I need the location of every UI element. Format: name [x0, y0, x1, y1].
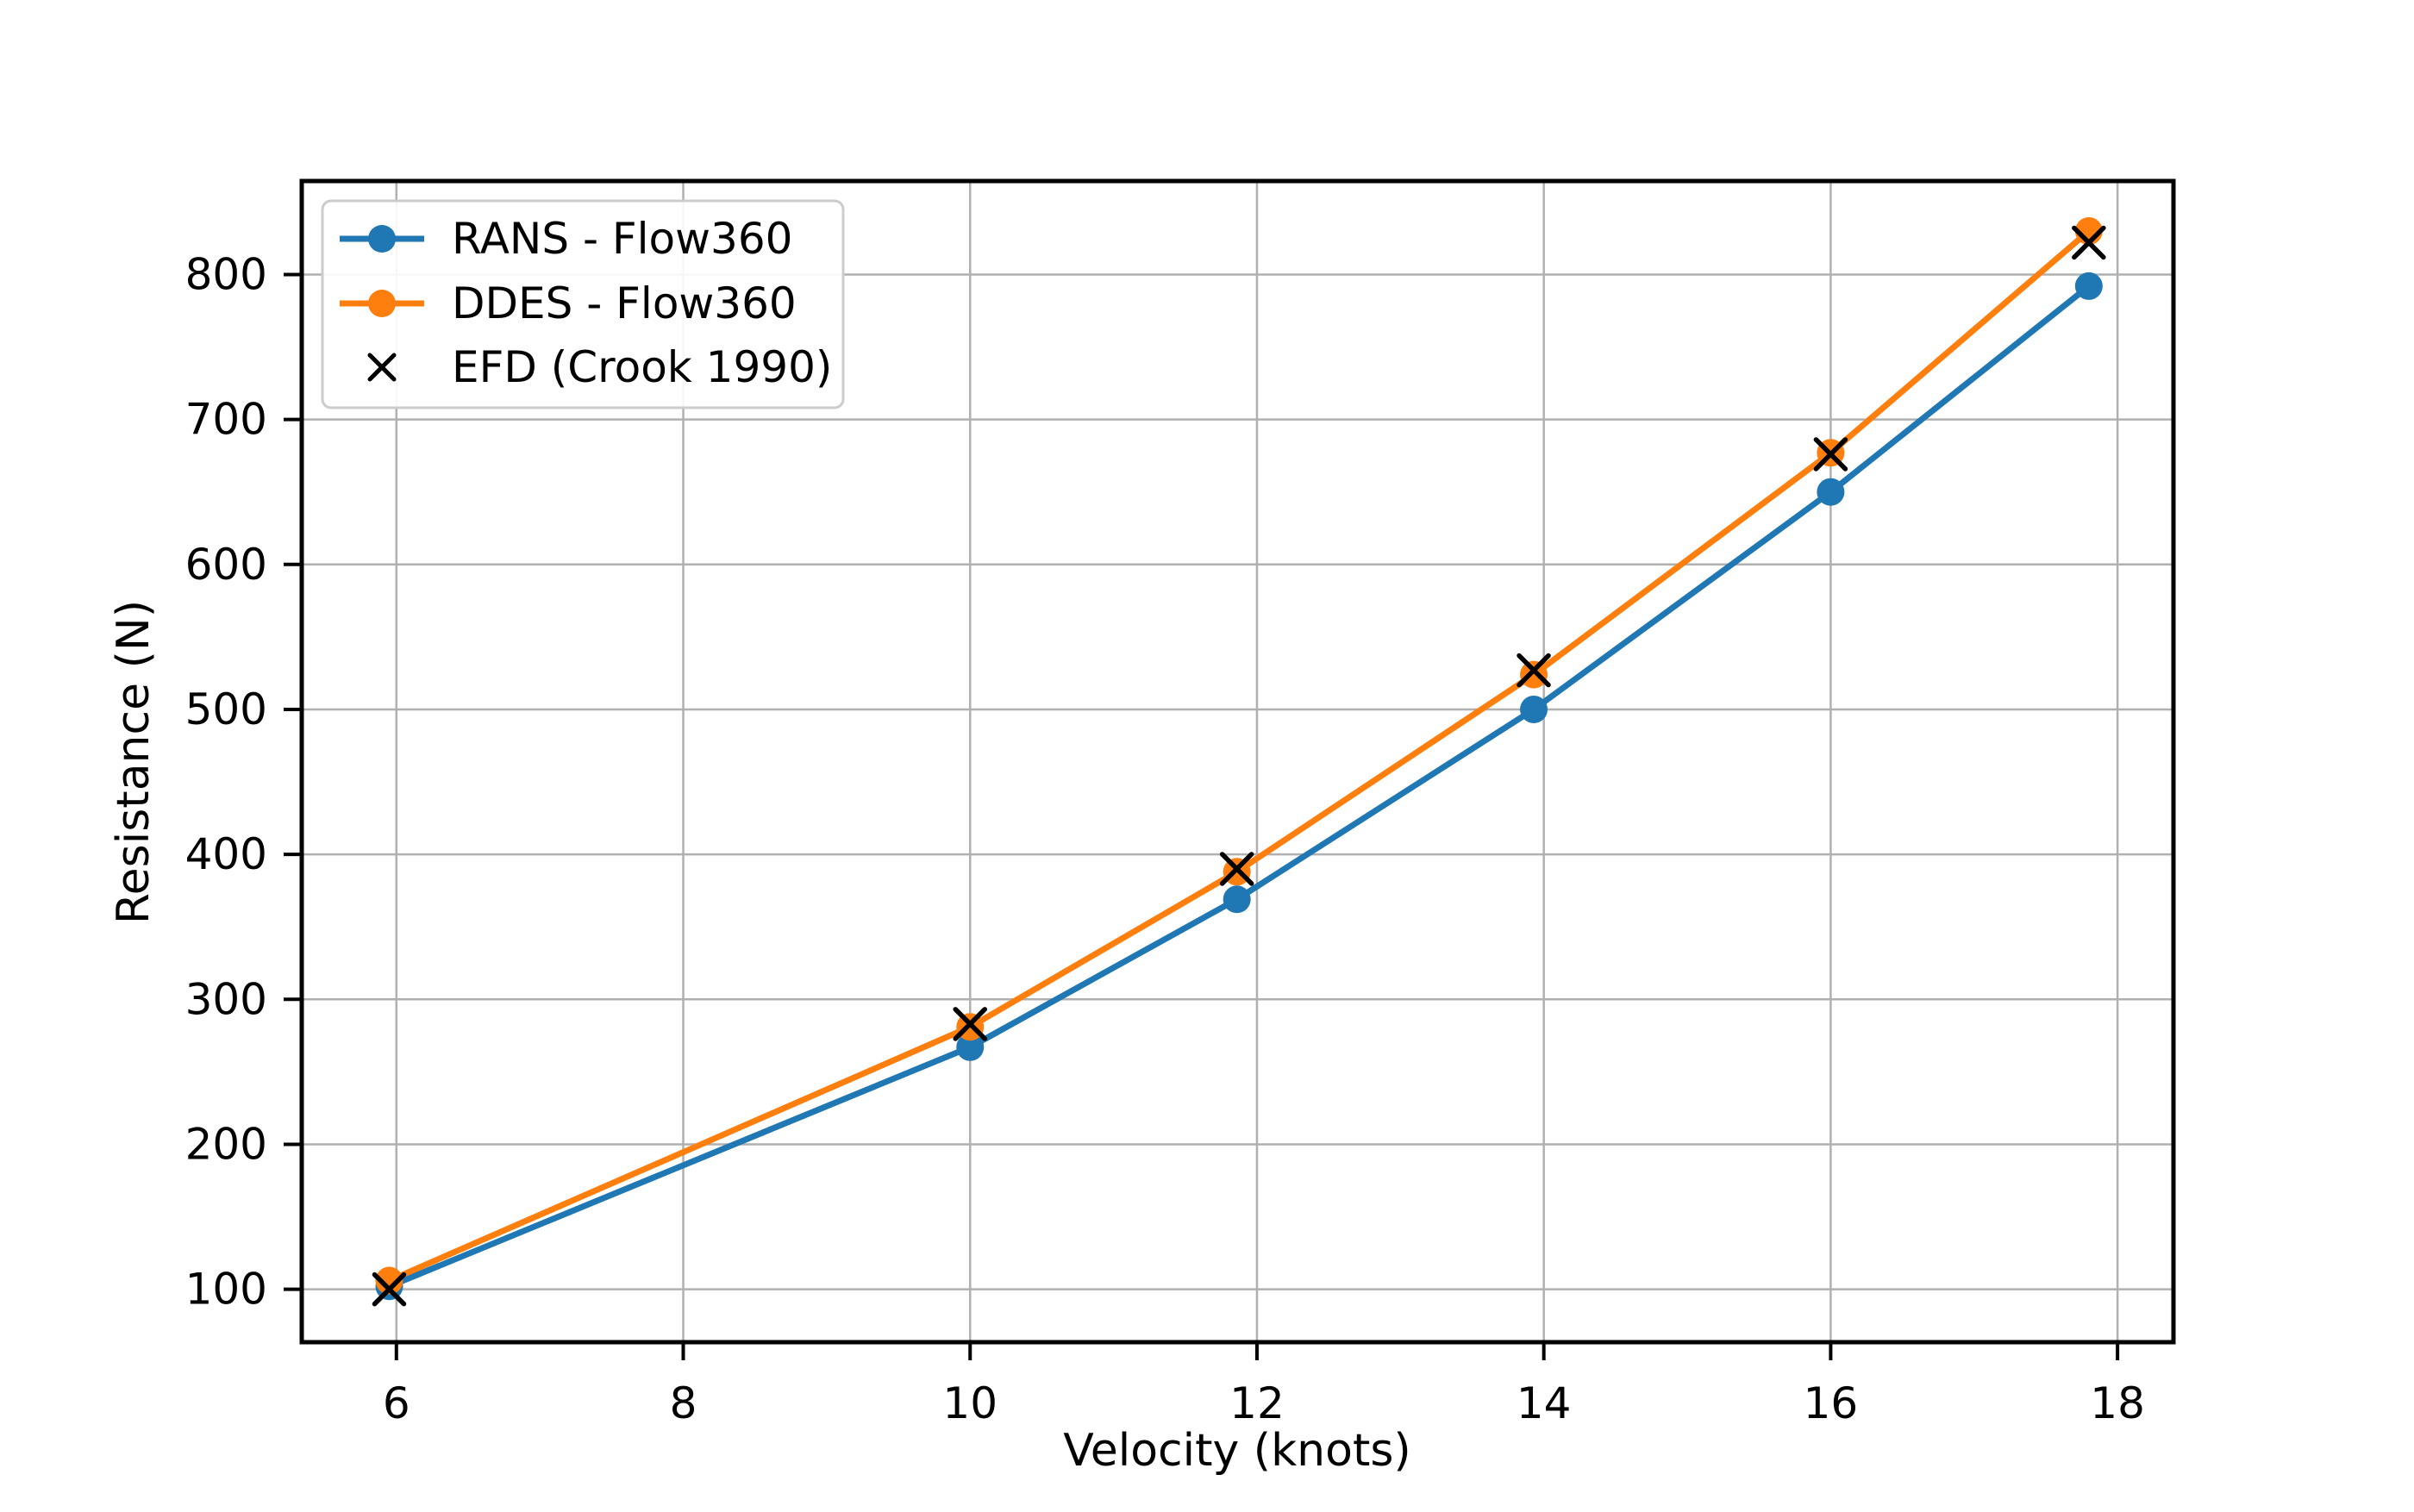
- series-line: [385, 228, 2092, 1284]
- efd-x-marker: [1219, 852, 1254, 886]
- plot-border: [299, 178, 2176, 1345]
- legend-item-label: RANS - Flow360: [452, 214, 792, 264]
- grid-layer: [302, 181, 2173, 1342]
- x-tick-label: 6: [383, 1378, 410, 1428]
- data-point-marker: [375, 1266, 403, 1295]
- y-tick-label: 200: [185, 1119, 267, 1169]
- legend-sample-marker: [368, 225, 396, 253]
- efd-x-marker: [953, 1007, 987, 1041]
- x-tick-label: 8: [670, 1378, 697, 1428]
- y-tick-label: 500: [185, 684, 267, 734]
- y-axis-label: Resistance (N): [108, 600, 159, 924]
- x-tick-label: 18: [2090, 1378, 2145, 1428]
- legend: RANS - Flow360 DDES - Flow360 EFD (Crook 1…: [321, 199, 845, 409]
- legend-sample-marker: [368, 290, 396, 317]
- y-tick-label: 400: [185, 829, 267, 879]
- data-point-marker: [956, 1033, 985, 1061]
- efd-x-marker: [1517, 653, 1551, 688]
- y-tick-label: 800: [185, 249, 267, 299]
- series-layer: [372, 217, 2106, 1307]
- x-tick-label: 12: [1229, 1378, 1285, 1428]
- legend-item-label: EFD (Crook 1990): [452, 342, 832, 392]
- x-tick-label: 14: [1517, 1378, 1572, 1428]
- series-line: [385, 283, 2092, 1290]
- y-tick-label: 300: [185, 974, 267, 1024]
- y-tick-label: 700: [185, 395, 267, 445]
- x-tick-label: 16: [1804, 1378, 1859, 1428]
- data-point-marker: [1817, 478, 1845, 506]
- tick-layer: 6 8 10 12 14 16 18 100 200 300 400 500 600 700 800: [185, 249, 2145, 1428]
- efd-x-marker: [1813, 437, 1848, 472]
- efd-x-marker: [372, 1271, 407, 1307]
- legend-box: [321, 199, 845, 409]
- legend-item-label: DDES - Flow360: [452, 278, 797, 328]
- data-point-marker: [1520, 660, 1548, 689]
- efd-x-marker: [2072, 225, 2106, 260]
- x-axis-label: Velocity (knots): [1063, 1425, 1410, 1477]
- x-tick-label: 10: [942, 1378, 997, 1428]
- y-tick-label: 600: [185, 540, 267, 590]
- y-tick-label: 100: [185, 1265, 267, 1315]
- data-point-marker: [1520, 695, 1548, 723]
- data-point-marker: [1223, 885, 1251, 914]
- data-point-marker: [2074, 272, 2103, 300]
- legend-sample-x-marker: [367, 353, 397, 382]
